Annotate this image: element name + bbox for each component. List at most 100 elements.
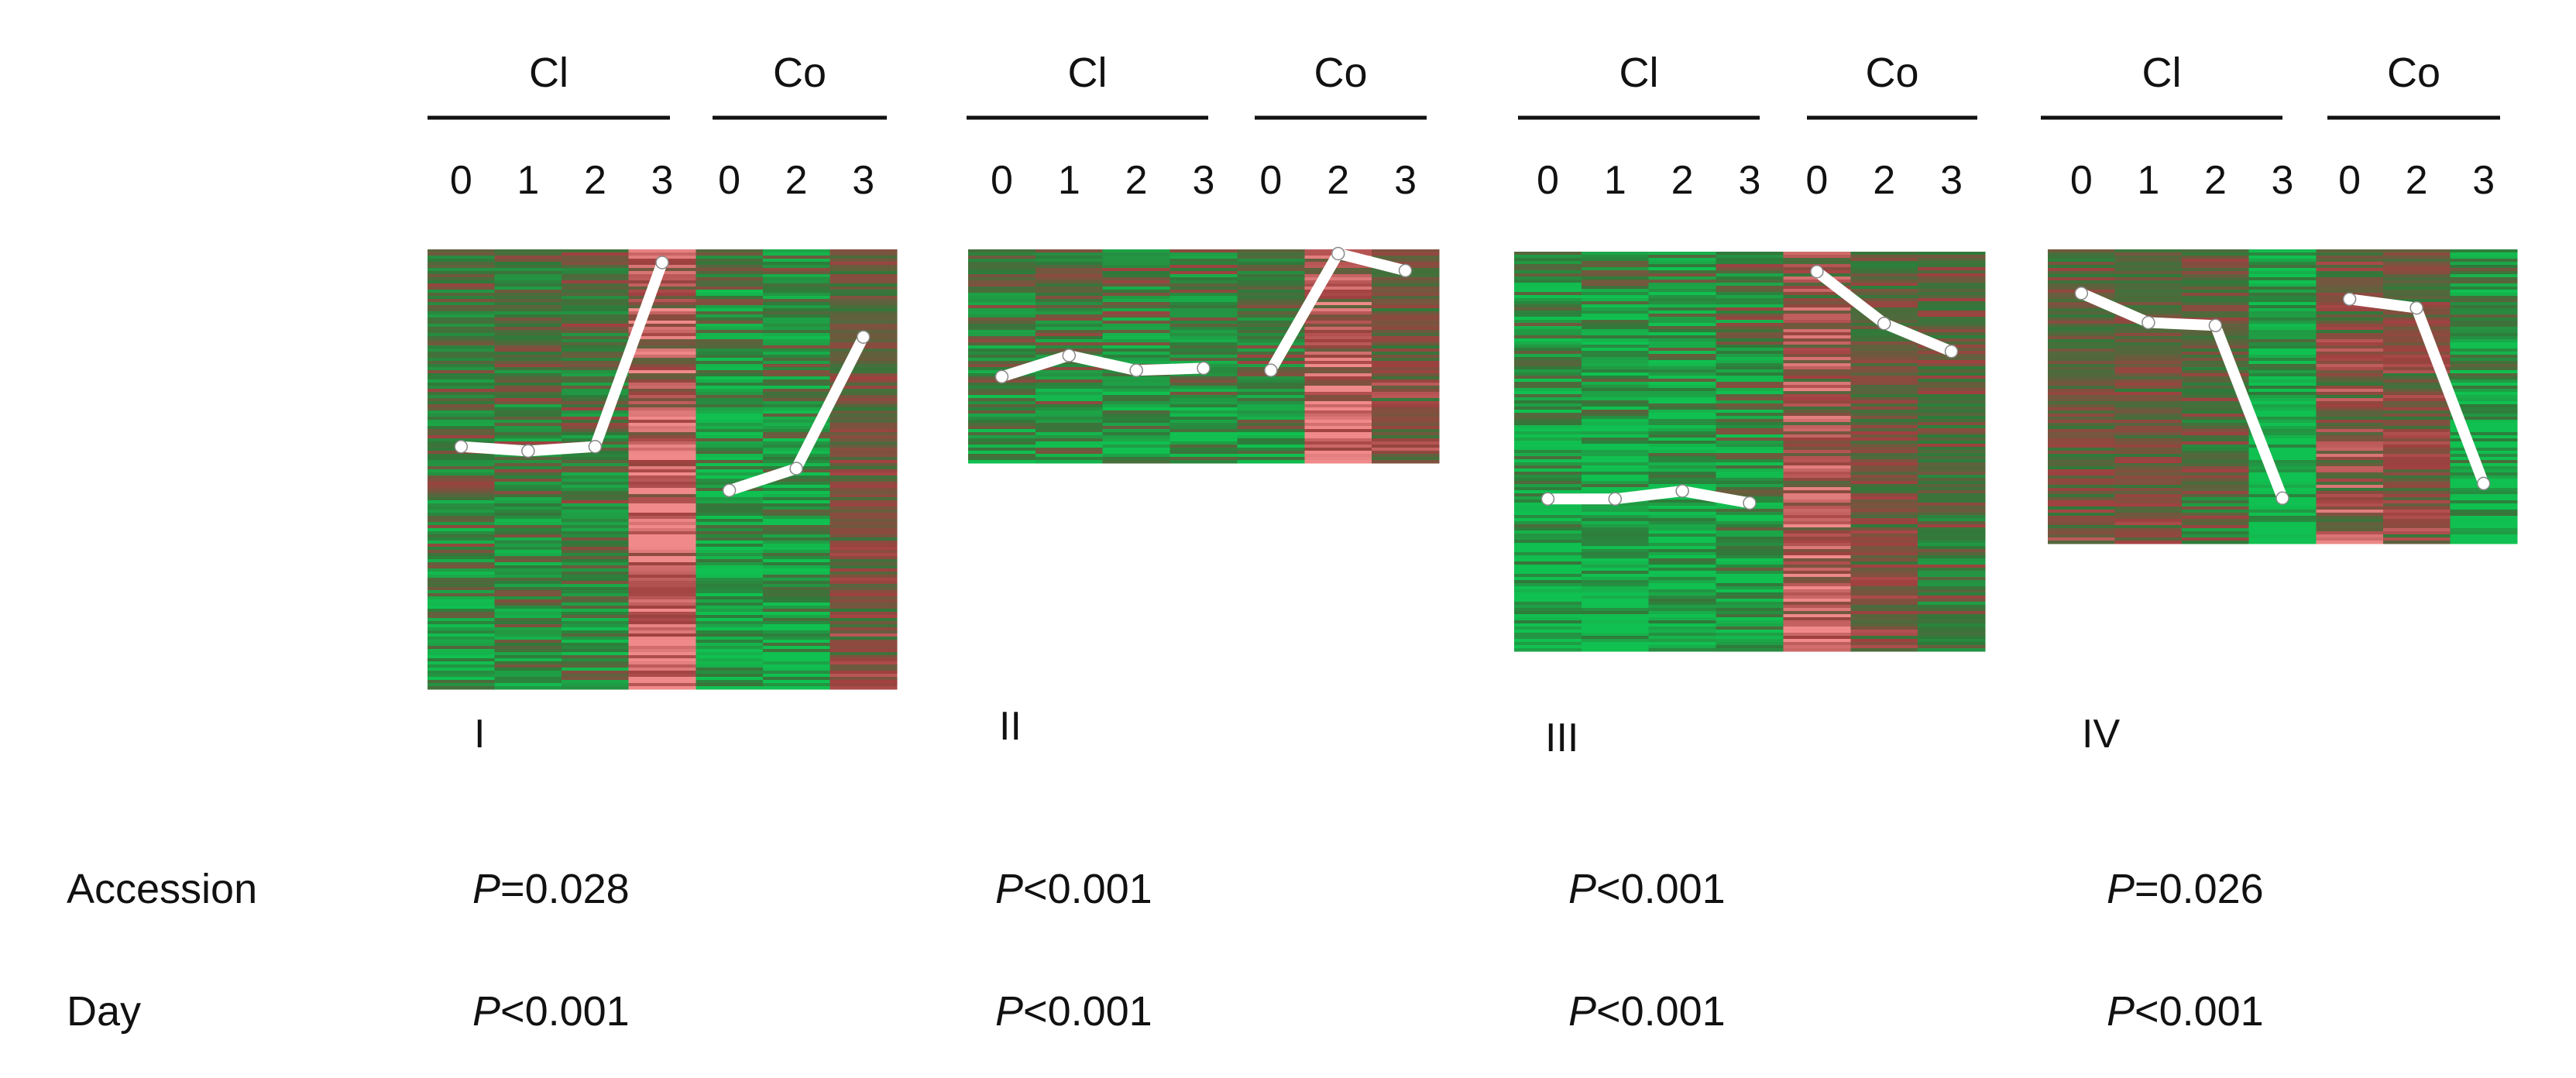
heatmap-cell (2248, 283, 2317, 287)
heatmap-cell (2450, 417, 2518, 421)
heatmap-cell (829, 469, 898, 473)
heatmap-cell (968, 296, 1036, 300)
heatmap-cell (2382, 472, 2451, 476)
heatmap-cell (494, 658, 562, 662)
heatmap-cell (1783, 379, 1851, 383)
heatmap-cell (428, 256, 496, 259)
heatmap-cell (562, 500, 630, 504)
heatmap-cell (696, 506, 764, 510)
heatmap-cell (1918, 338, 1986, 342)
heatmap-cell (1581, 304, 1650, 308)
heatmap-cell (2248, 417, 2317, 421)
heatmap-cell (829, 572, 898, 575)
heatmap-cell (2248, 330, 2317, 334)
heatmap-cell (1783, 397, 1851, 401)
heatmap-cell (829, 277, 898, 281)
heatmap-cell (1372, 432, 1440, 436)
heatmap-cell (562, 457, 630, 461)
heatmap-cell (1783, 261, 1851, 265)
heatmap-cell (2182, 308, 2250, 312)
heatmap-cell (428, 599, 496, 603)
heatmap-cell (428, 534, 496, 538)
heatmap-cell (1237, 352, 1305, 355)
heatmap-cell (1648, 527, 1717, 531)
heatmap-cell (428, 485, 496, 489)
heatmap-cell (696, 565, 764, 569)
heatmap-cell (428, 519, 496, 523)
heatmap-cell (562, 414, 630, 417)
heatmap-cell (1514, 605, 1582, 609)
heatmap-cell (696, 355, 764, 359)
heatmap-cell (829, 485, 898, 489)
heatmap-cell (2382, 287, 2451, 290)
heatmap-cell (2316, 277, 2384, 281)
heatmap-cell (1170, 265, 1238, 269)
heatmap-cell (428, 398, 496, 402)
heatmap-cell (968, 348, 1036, 352)
heatmap-cell (1170, 318, 1238, 321)
heatmap-cell (494, 584, 562, 588)
heatmap-cell (2382, 438, 2451, 442)
heatmap-cell (2182, 522, 2250, 526)
heatmap-cell (428, 321, 496, 324)
heatmap-cell (968, 429, 1036, 433)
heatmap-cell (1783, 335, 1851, 339)
heatmap-cell (1716, 583, 1784, 587)
day-label-co-0: 0 (1259, 158, 1282, 203)
heatmap-cell (1648, 518, 1717, 522)
heatmap-cell (1918, 506, 1986, 510)
heatmap-cell (428, 327, 496, 331)
heatmap-cell (1170, 271, 1238, 275)
heatmap-cell (494, 646, 562, 650)
heatmap-cell (1102, 290, 1171, 294)
heatmap-cell (696, 336, 764, 340)
heatmap-cell (1783, 391, 1851, 395)
heatmap-cell (829, 640, 898, 644)
heatmap-cell (1170, 280, 1238, 284)
heatmap-cell (1648, 425, 1717, 429)
heatmap-cell (628, 618, 696, 622)
heatmap-cell (428, 271, 496, 275)
heatmap-cell (829, 370, 898, 374)
heatmap-cell (2182, 503, 2250, 507)
heatmap-cell (968, 299, 1036, 303)
heatmap-cell (1648, 304, 1717, 308)
heatmap-cell (2182, 268, 2250, 272)
heatmap-cell (1850, 258, 1918, 262)
heatmap-cell (1648, 388, 1717, 392)
heatmap-cell (829, 379, 898, 383)
heatmap-cell (829, 590, 898, 594)
heatmap-cell (494, 386, 562, 390)
heatmap-cell (1237, 296, 1305, 300)
heatmap-cell (829, 308, 898, 312)
heatmap-cell (2316, 469, 2384, 473)
heatmap-cell (696, 420, 764, 424)
heatmap-cell (628, 445, 696, 448)
heatmap-cell (696, 299, 764, 303)
heatmap-cell (494, 271, 562, 275)
heatmap-cell (2048, 485, 2116, 489)
day-label-cl-3: 3 (2272, 158, 2294, 203)
heatmap-cell (1237, 324, 1305, 328)
heatmap-cell (1716, 369, 1784, 373)
heatmap-cell (762, 420, 831, 424)
heatmap-cell (2248, 463, 2317, 467)
heatmap-cell (1304, 376, 1372, 380)
heatmap-cell (562, 333, 630, 337)
heatmap-cell (2114, 537, 2183, 541)
heatmap-cell (1850, 496, 1918, 500)
cluster-label-IV: IV (2082, 712, 2120, 757)
heatmap-cell (829, 435, 898, 439)
heatmap-cell (2114, 280, 2183, 284)
heatmap-cell (968, 305, 1036, 309)
heatmap-cell (2114, 491, 2183, 495)
heatmap-cell (1514, 431, 1582, 435)
heatmap-cell (2248, 426, 2317, 430)
heatmap-cell (762, 339, 831, 343)
heatmap-cell (2248, 441, 2317, 445)
profile-point (655, 256, 669, 270)
heatmap-cell (2382, 352, 2451, 355)
heatmap-cell (628, 314, 696, 318)
heatmap-cell (1581, 450, 1650, 454)
heatmap-cell (696, 680, 764, 684)
